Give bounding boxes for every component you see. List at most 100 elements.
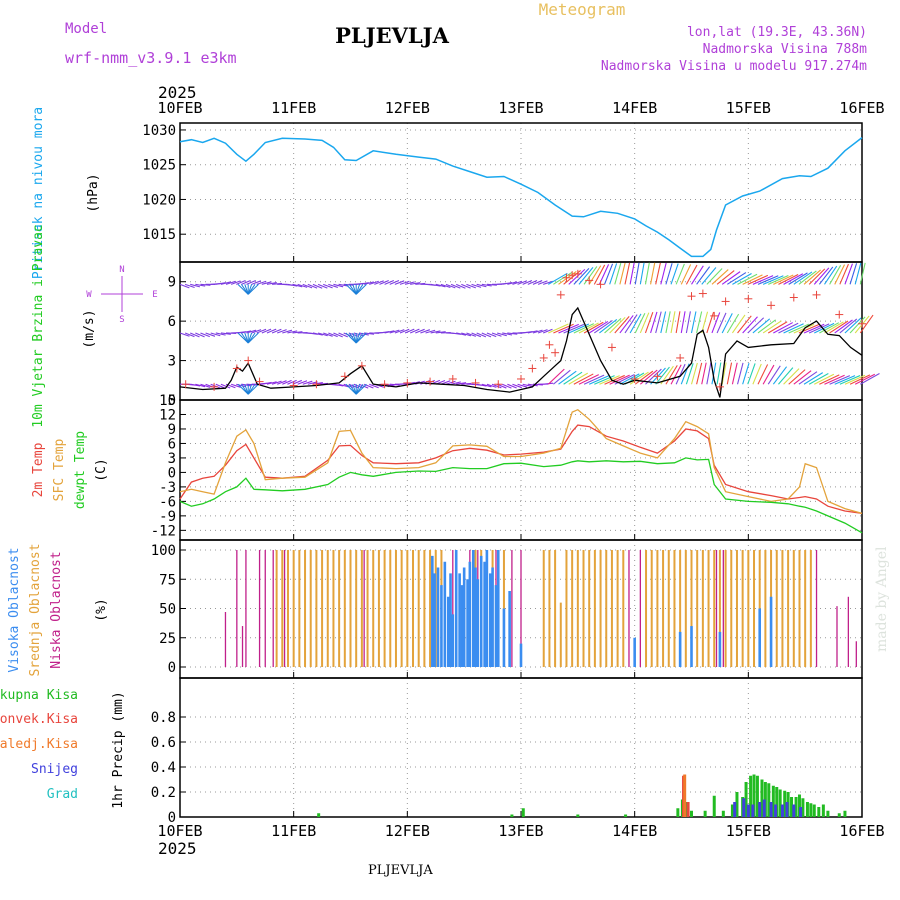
wind-arrow (726, 362, 733, 385)
wind-arrow (701, 311, 709, 334)
wind-arrow (445, 283, 456, 289)
wind-arrow (644, 262, 650, 285)
wind-arrow-dip (352, 332, 357, 344)
wind-arrow (757, 364, 769, 385)
wind-arrow (814, 322, 835, 334)
wind-arrow (369, 280, 379, 285)
wind-arrow-dip (352, 284, 357, 295)
wind-compass-icon: N W E S (86, 265, 157, 325)
wind-arrow (834, 264, 846, 285)
x-day-label-top: 12FEB (385, 99, 430, 117)
y-tick-label: 6 (168, 436, 176, 452)
wind-arrow (619, 262, 626, 285)
wind-arrow (737, 362, 744, 385)
wind-arrow (752, 318, 771, 334)
wind-arrow (665, 263, 673, 285)
x-day-label-top: 14FEB (612, 99, 657, 117)
x-day-label-bottom: 13FEB (498, 822, 543, 840)
wind-arrow (655, 311, 662, 334)
wind-arrow (788, 323, 810, 334)
wind-arrow (266, 282, 277, 285)
wind-arrow (594, 320, 613, 334)
wind-arrow (614, 316, 630, 334)
wind-arrow (323, 283, 333, 289)
station-title: PLJEVLJA (335, 23, 449, 48)
wind-arrow (604, 317, 622, 334)
wind-arrow (230, 383, 241, 388)
wind-arrow (542, 280, 553, 285)
wind-arrow (583, 374, 605, 385)
wind-arrow (256, 280, 267, 285)
wind-arrow (430, 283, 441, 287)
wind-arrow (553, 369, 571, 385)
wind-arrow (266, 381, 277, 385)
wind-arrow (660, 311, 667, 334)
wind-arrow (803, 269, 822, 285)
wind-arrow (261, 281, 272, 285)
y-tick-label: -12 (151, 523, 176, 539)
wind-arrow (578, 374, 599, 385)
wind-arrow (512, 383, 523, 389)
wind-arrow (502, 282, 513, 285)
y-tick-label: 0.6 (151, 735, 176, 751)
wind-arrow (731, 314, 746, 334)
wind-arrow (210, 332, 221, 337)
wind-arrow-dip (348, 383, 357, 395)
pressure-line (179, 137, 863, 258)
wind-arrow (282, 329, 293, 334)
wind-arrow (593, 264, 606, 285)
wind-arrow (711, 362, 717, 385)
wind-arrow (793, 370, 812, 385)
wind-arrow (276, 380, 287, 385)
wind-arrow (599, 375, 620, 385)
wind-arrow (389, 329, 400, 334)
wind-arrow (609, 374, 630, 385)
wind-arrow (808, 373, 829, 385)
wind-arrow (292, 283, 303, 288)
wind-arrow (215, 383, 226, 389)
wind-arrow (287, 379, 297, 385)
wind-arrow (568, 268, 586, 285)
wind-arrow (215, 282, 226, 285)
wind-arrow (670, 364, 682, 385)
wind-arrow (721, 271, 741, 285)
y-tick-label: 0.4 (151, 760, 176, 776)
wind-arrow (415, 282, 426, 285)
y-tick-label: 25 (159, 631, 176, 647)
wind-arrow (829, 265, 842, 285)
wind-arrow (507, 383, 517, 389)
y-tick-label: -6 (159, 494, 176, 510)
wind-arrow (527, 330, 538, 334)
wind-arrow (670, 263, 679, 285)
wind-arrow (829, 375, 851, 385)
year-top: 2025 (158, 83, 197, 102)
wind-arrow (859, 314, 874, 334)
wind-arrow (476, 383, 487, 387)
y-tick-label: -3 (159, 480, 176, 496)
wind-arrow (486, 332, 497, 338)
wind-arrow (256, 328, 267, 334)
wind-arrow (742, 274, 763, 285)
wind-arrow (860, 373, 880, 385)
wind-arrow (271, 328, 282, 334)
elevation-text: Nadmorska Visina 788m (703, 42, 868, 57)
wind-arrow (271, 380, 282, 385)
wind-arrow (384, 279, 395, 285)
lonlat-text: lon,lat (19.3E, 43.36N) (687, 25, 867, 40)
wind-arrow (537, 280, 548, 285)
wind-arrow (179, 283, 190, 289)
wind-arrow (778, 273, 799, 285)
wind-arrow (599, 319, 618, 334)
wind-arrow (696, 311, 703, 334)
wind-arrow (200, 383, 211, 388)
wind-arrow (742, 316, 758, 334)
wind-arrow (297, 380, 308, 385)
wind-arrow (675, 311, 681, 334)
wind-arrow (721, 313, 733, 334)
wind-arrow (302, 380, 313, 385)
wind-arrow (343, 283, 354, 286)
wind-arrow (251, 329, 262, 334)
wind-arrow (456, 382, 467, 385)
wind-arrow (768, 274, 789, 285)
wind-arrow (716, 362, 722, 385)
